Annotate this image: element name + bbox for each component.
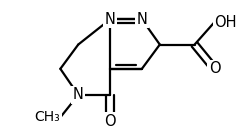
Text: OH: OH: [215, 15, 237, 30]
Text: N: N: [73, 87, 84, 102]
Text: CH₃: CH₃: [35, 110, 60, 124]
Text: N: N: [105, 12, 116, 27]
Text: O: O: [209, 61, 220, 76]
Text: N: N: [136, 12, 147, 27]
Text: O: O: [104, 114, 116, 129]
